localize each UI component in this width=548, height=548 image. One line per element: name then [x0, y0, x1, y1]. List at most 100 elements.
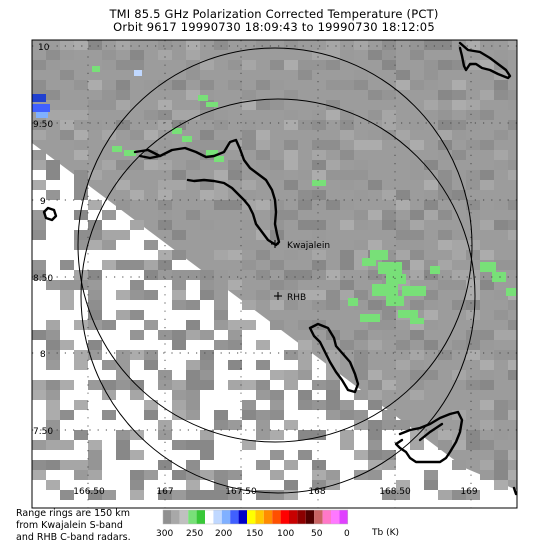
swath-texture-cell [368, 300, 382, 310]
swath-texture-cell [116, 260, 130, 270]
swath-texture-cell [158, 210, 172, 220]
swath-texture-cell [88, 300, 102, 310]
tb-pixel [32, 104, 50, 112]
swath-texture-cell [326, 370, 340, 380]
swath-texture-cell [312, 60, 326, 70]
swath-texture-cell [172, 80, 186, 90]
swath-texture-cell [452, 80, 466, 90]
swath-texture-cell [256, 150, 270, 160]
swath-texture-cell [102, 130, 116, 140]
swath-texture-cell [368, 390, 382, 400]
swath-texture-cell [410, 360, 424, 370]
swath-texture-cell [256, 200, 270, 210]
swath-texture-cell [116, 370, 130, 380]
swath-texture-cell [354, 370, 368, 380]
swath-texture-cell [144, 260, 158, 270]
swath-texture-cell [46, 50, 60, 60]
rhb-label: RHB [287, 293, 306, 303]
swath-texture-cell [354, 390, 368, 400]
swath-texture-cell [410, 230, 424, 240]
swath-texture-cell [144, 110, 158, 120]
swath-texture-cell [186, 70, 200, 80]
swath-texture-cell [200, 60, 214, 70]
swath-texture-cell [368, 110, 382, 120]
swath-texture-cell [256, 250, 270, 260]
swath-texture-cell [46, 430, 60, 440]
swath-texture-cell [242, 320, 256, 330]
swath-texture-cell [158, 100, 172, 110]
swath-texture-cell [508, 400, 517, 410]
swath-texture-cell [382, 40, 396, 50]
swath-texture-cell [410, 320, 424, 330]
swath-texture-cell [242, 180, 256, 190]
swath-texture-cell [494, 450, 508, 460]
swath-texture-cell [270, 160, 284, 170]
swath-texture-cell [116, 40, 130, 50]
swath-texture-cell [312, 50, 326, 60]
swath-texture-cell [410, 220, 424, 230]
swath-texture-cell [88, 290, 102, 300]
swath-texture-cell [102, 380, 116, 390]
swath-texture-cell [74, 40, 88, 50]
swath-texture-cell [508, 320, 517, 330]
swath-texture-cell [32, 260, 46, 270]
swath-texture-cell [466, 380, 480, 390]
swath-texture-cell [368, 270, 382, 280]
swath-texture-cell [32, 60, 46, 70]
swath-texture-cell [228, 280, 242, 290]
swath-texture-cell [46, 480, 60, 490]
swath-texture-cell [466, 270, 480, 280]
lon-tick-label: 166.50 [73, 487, 105, 497]
swath-texture-cell [228, 140, 242, 150]
swath-texture-cell [32, 380, 46, 390]
swath-texture-cell [60, 50, 74, 60]
swath-texture-cell [256, 430, 270, 440]
swath-texture-cell [200, 270, 214, 280]
swath-texture-cell [130, 280, 144, 290]
swath-texture-cell [354, 250, 368, 260]
swath-texture-cell [88, 350, 102, 360]
swath-texture-cell [354, 70, 368, 80]
range-note-line: from Kwajalein S-band [16, 520, 123, 531]
swath-texture-cell [242, 300, 256, 310]
swath-texture-cell [340, 430, 354, 440]
swath-texture-cell [270, 430, 284, 440]
colorbar-swatch [171, 510, 180, 524]
swath-texture-cell [144, 470, 158, 480]
swath-texture-cell [284, 60, 298, 70]
swath-texture-cell [186, 110, 200, 120]
swath-texture-cell [46, 380, 60, 390]
swath-texture-cell [270, 200, 284, 210]
swath-texture-cell [186, 390, 200, 400]
swath-texture-cell [130, 60, 144, 70]
swath-texture-cell [326, 470, 340, 480]
swath-texture-cell [46, 390, 60, 400]
swath-texture-cell [354, 420, 368, 430]
swath-texture-cell [312, 300, 326, 310]
swath-texture-cell [200, 180, 214, 190]
swath-texture-cell [144, 360, 158, 370]
swath-texture-cell [186, 370, 200, 380]
swath-texture-cell [424, 320, 438, 330]
swath-texture-cell [354, 170, 368, 180]
tb-pixel [206, 102, 218, 107]
swath-texture-cell [466, 110, 480, 120]
swath-texture-cell [228, 200, 242, 210]
swath-texture-cell [144, 270, 158, 280]
swath-texture-cell [340, 400, 354, 410]
swath-texture-cell [452, 60, 466, 70]
swath-texture-cell [424, 310, 438, 320]
swath-texture-cell [368, 380, 382, 390]
tb-pixel [386, 274, 406, 284]
swath-texture-cell [284, 420, 298, 430]
swath-texture-cell [270, 280, 284, 290]
swath-texture-cell [494, 470, 508, 480]
swath-texture-cell [438, 280, 452, 290]
swath-texture-cell [340, 130, 354, 140]
swath-texture-cell [452, 280, 466, 290]
swath-texture-cell [60, 130, 74, 140]
swath-texture-cell [186, 470, 200, 480]
swath-texture-cell [312, 150, 326, 160]
swath-texture-cell [172, 380, 186, 390]
swath-texture-cell [214, 180, 228, 190]
